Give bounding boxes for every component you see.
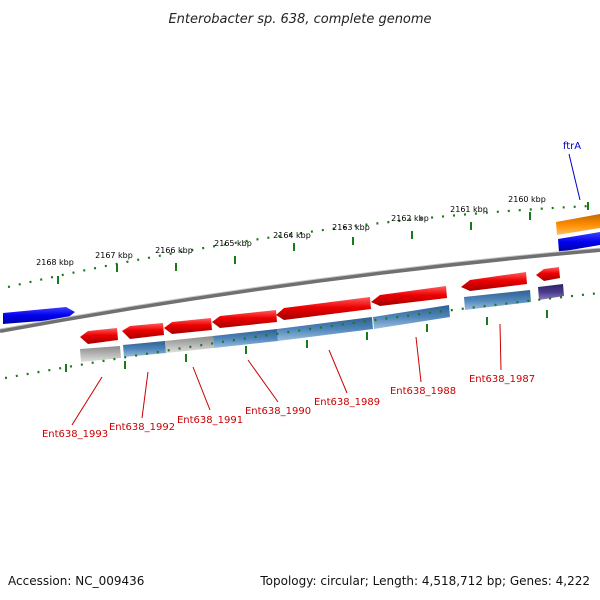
gene-ent638-1989[interactable] — [277, 317, 373, 341]
ruler-label: 2161 kbp — [450, 205, 488, 214]
cds-right-edge[interactable] — [536, 267, 560, 281]
leader-line — [192, 366, 211, 411]
forward-gene-ftra[interactable] — [558, 232, 600, 252]
ruler-label: 2164 kbp — [273, 231, 311, 240]
gene-label-ent638-1991[interactable]: Ent638_1991 — [177, 415, 243, 426]
forward-strand-features — [3, 214, 600, 324]
cds-ent638-1988[interactable] — [371, 286, 447, 306]
gene-labels: ftrA Ent638_1993 Ent638_1992 Ent638_1991… — [42, 141, 581, 440]
inner-ruler — [4, 291, 600, 380]
gene-label-ent638-1989[interactable]: Ent638_1989 — [314, 397, 380, 408]
leader-lines — [71, 153, 581, 426]
leader-line — [247, 359, 279, 403]
cds-ent638-1992[interactable] — [122, 323, 164, 339]
outer-ruler — [7, 202, 591, 289]
cds-ent638-1991[interactable] — [164, 318, 212, 334]
cds-ent638-1993[interactable] — [80, 328, 118, 344]
leader-line — [71, 376, 103, 426]
gene-label-ent638-1992[interactable]: Ent638_1992 — [109, 422, 175, 433]
ruler-label: 2163 kbp — [332, 223, 370, 232]
outer-ruler-dots — [7, 204, 591, 289]
gene-ent638-1987[interactable] — [464, 290, 531, 310]
ruler-label: 2166 kbp — [155, 246, 193, 255]
gene-label-ent638-1990[interactable]: Ent638_1990 — [245, 406, 311, 417]
ruler-label: 2168 kbp — [36, 258, 74, 267]
leader-line — [328, 349, 348, 394]
reverse-cds-row[interactable] — [80, 267, 560, 344]
gene-ent638-1993[interactable] — [80, 346, 121, 362]
gene-label-ftra[interactable]: ftrA — [563, 141, 581, 152]
cds-ent638-1989[interactable] — [276, 297, 371, 320]
ruler-labels: 2168 kbp 2167 kbp 2166 kbp 2165 kbp 2164… — [36, 195, 546, 267]
orange-feature[interactable] — [556, 214, 600, 235]
purple-feature[interactable] — [538, 284, 564, 300]
ruler-label: 2167 kbp — [95, 251, 133, 260]
ruler-label: 2162 kbp — [391, 214, 429, 223]
leader-line — [141, 371, 149, 419]
ruler-label: 2160 kbp — [508, 195, 546, 204]
ruler-label: 2165 kbp — [214, 239, 252, 248]
leader-line — [499, 323, 502, 371]
forward-gene-left[interactable] — [3, 307, 75, 324]
gene-label-ent638-1987[interactable]: Ent638_1987 — [469, 374, 535, 385]
gene-ent638-1988[interactable] — [373, 305, 450, 329]
leader-line-ftra — [568, 153, 581, 201]
genome-summary-text: Topology: circular; Length: 4,518,712 bp… — [260, 574, 590, 588]
map-title: Enterobacter sp. 638, complete genome — [168, 12, 431, 27]
gene-label-ent638-1988[interactable]: Ent638_1988 — [390, 386, 456, 397]
genome-backbone — [0, 248, 600, 333]
genome-backbone-highlight — [0, 247, 600, 330]
leader-line — [415, 336, 422, 383]
gene-ent638-1991[interactable] — [165, 336, 214, 353]
accession-text: Accession: NC_009436 — [8, 574, 145, 588]
reverse-gene-row[interactable] — [80, 284, 564, 362]
gene-ent638-1992[interactable] — [123, 341, 166, 357]
cds-ent638-1990[interactable] — [212, 310, 277, 328]
gene-label-ent638-1993[interactable]: Ent638_1993 — [42, 429, 108, 440]
cds-ent638-1987[interactable] — [461, 272, 527, 291]
